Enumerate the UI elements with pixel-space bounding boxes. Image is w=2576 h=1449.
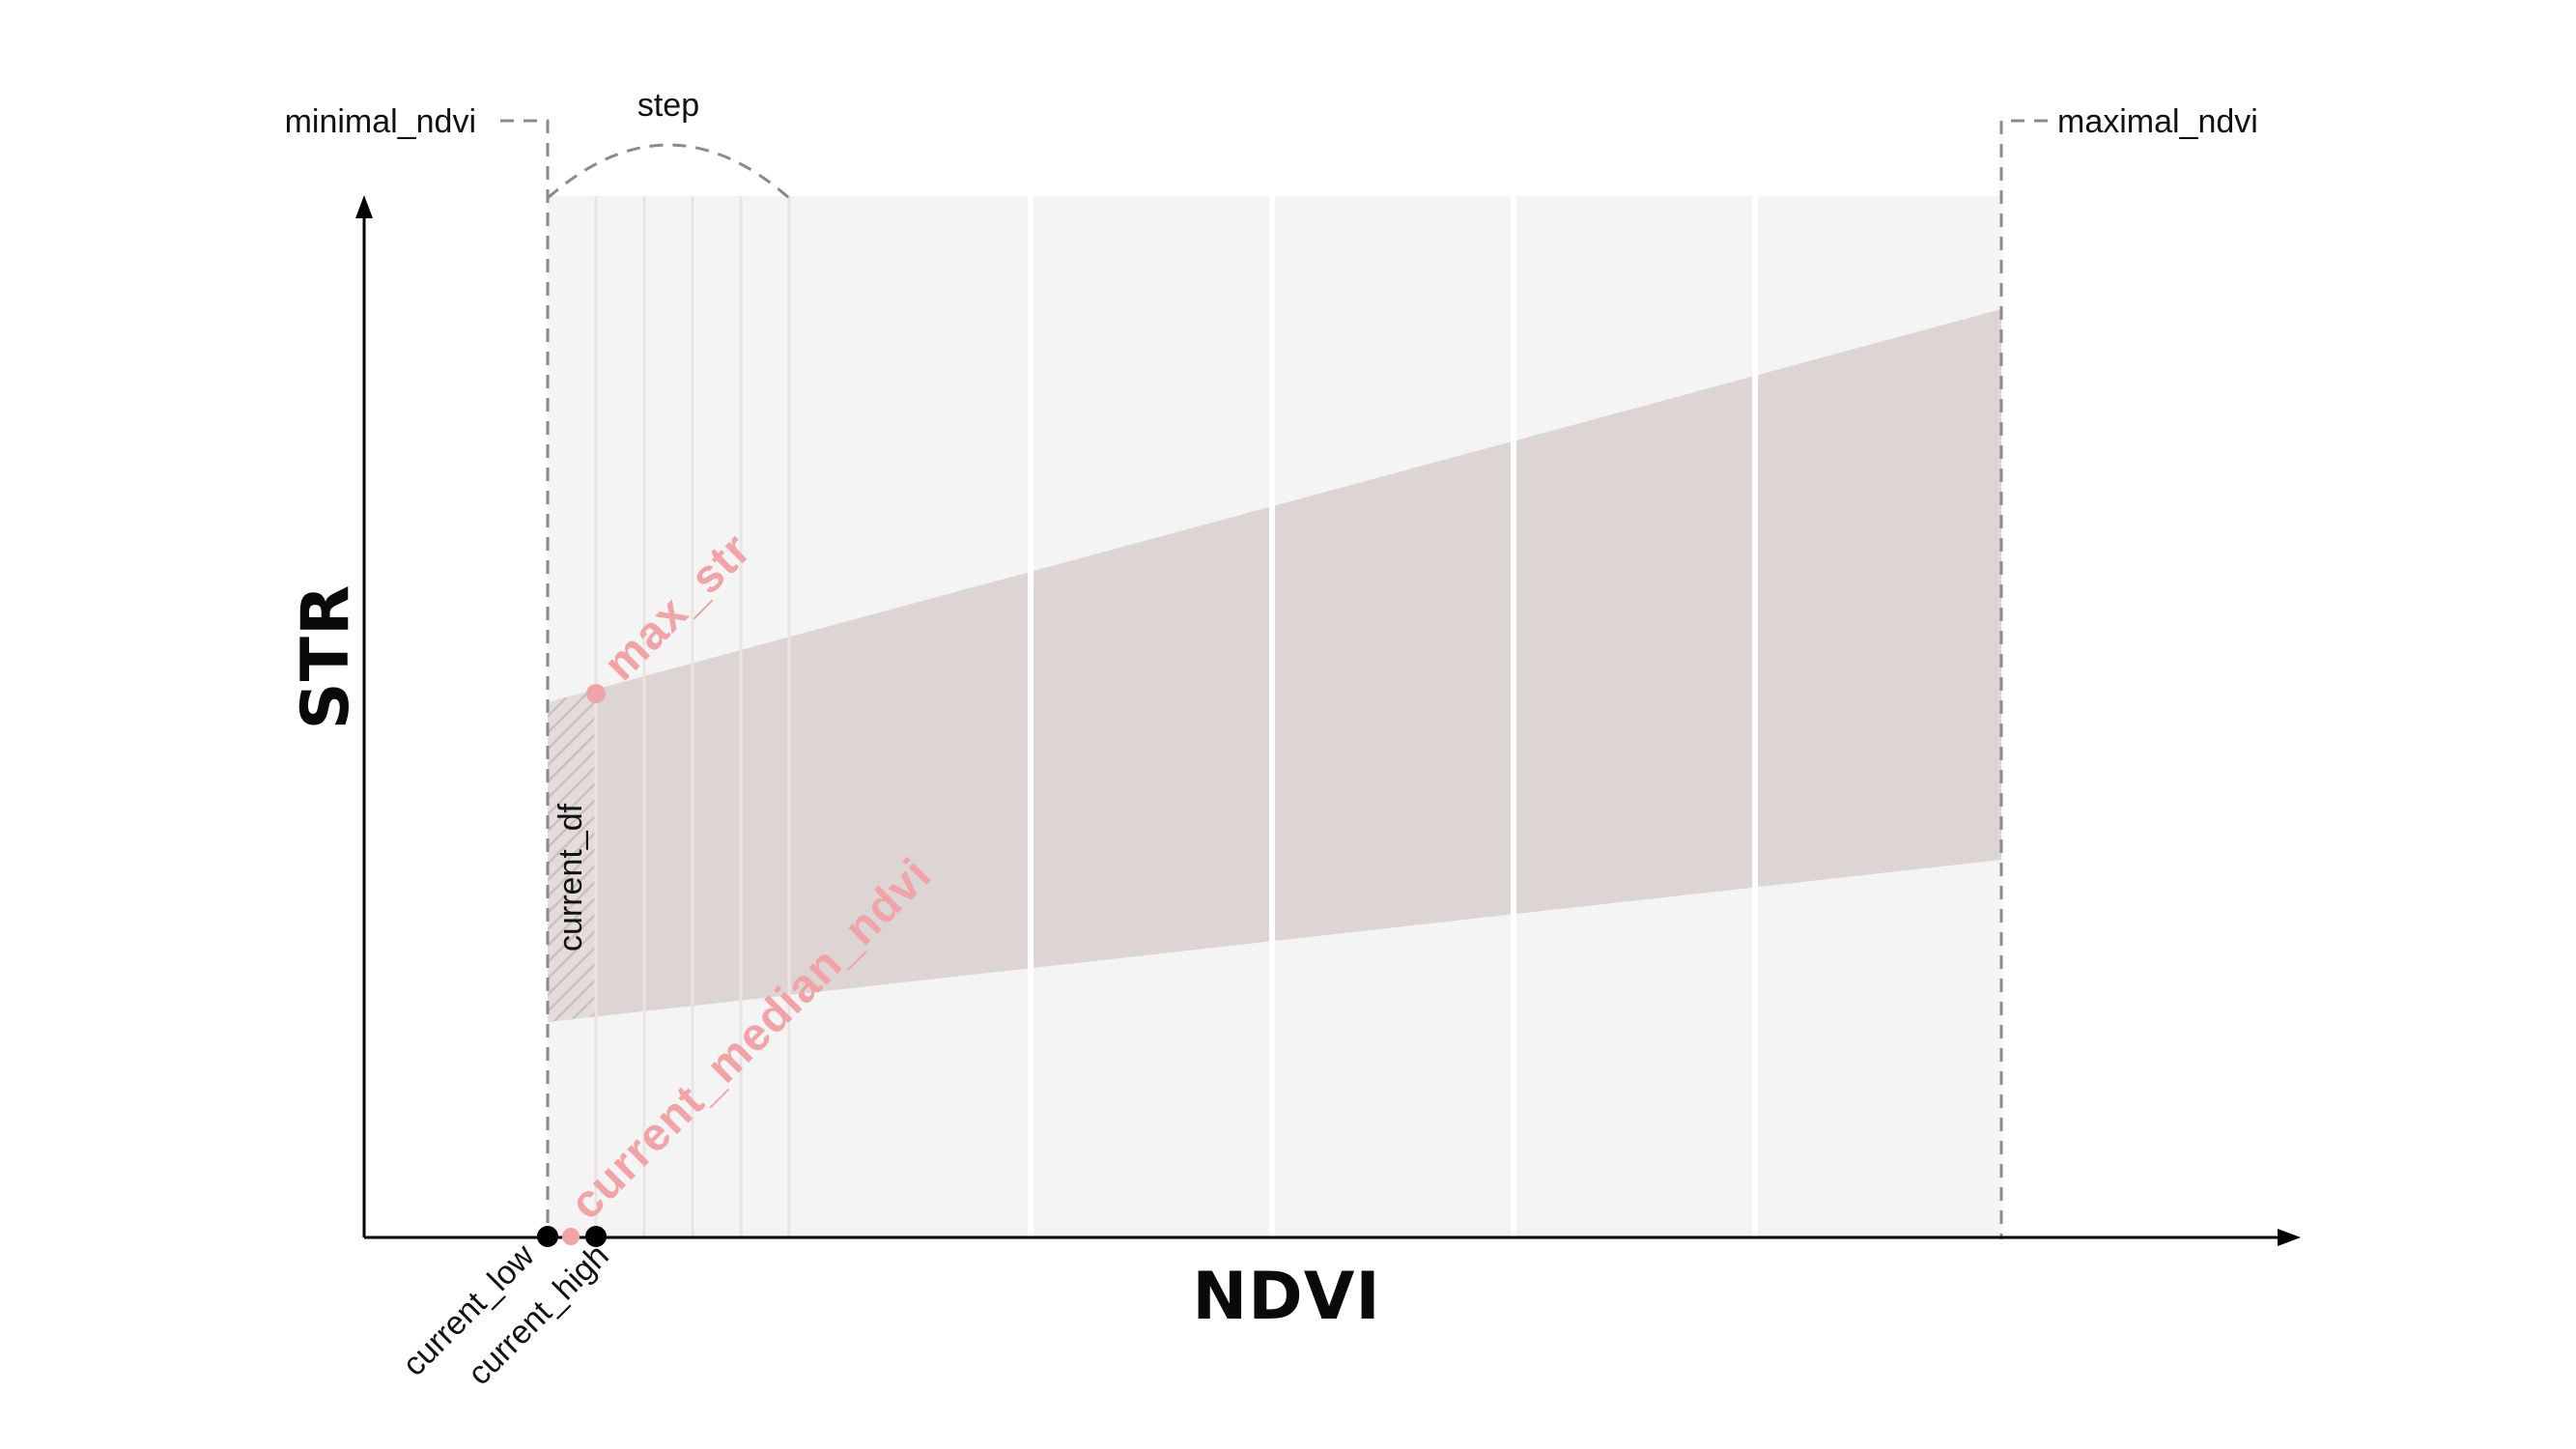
minimal-ndvi-guide bbox=[500, 119, 550, 1239]
maximal-ndvi-guide bbox=[1999, 119, 2048, 1239]
current-low-point bbox=[537, 1226, 558, 1247]
max-str-point bbox=[586, 684, 606, 703]
maximal-ndvi-label: maximal_ndvi bbox=[2057, 103, 2258, 140]
current-df-label: current_df bbox=[552, 803, 589, 952]
arrow-up-icon bbox=[355, 195, 373, 218]
x-axis-title: NDVI bbox=[1192, 1259, 1380, 1335]
window-separators bbox=[1028, 196, 1758, 1239]
minimal-ndvi-label: minimal_ndvi bbox=[285, 103, 476, 140]
step-arc bbox=[547, 143, 790, 200]
step-separators bbox=[594, 196, 791, 1236]
current-median-ndvi-point bbox=[562, 1228, 580, 1245]
current-high-point bbox=[585, 1226, 607, 1247]
y-axis-title: STR bbox=[288, 584, 364, 730]
arrow-right-icon bbox=[2278, 1229, 2301, 1246]
step-label: step bbox=[637, 87, 699, 124]
current-df-hatch bbox=[548, 690, 596, 1022]
